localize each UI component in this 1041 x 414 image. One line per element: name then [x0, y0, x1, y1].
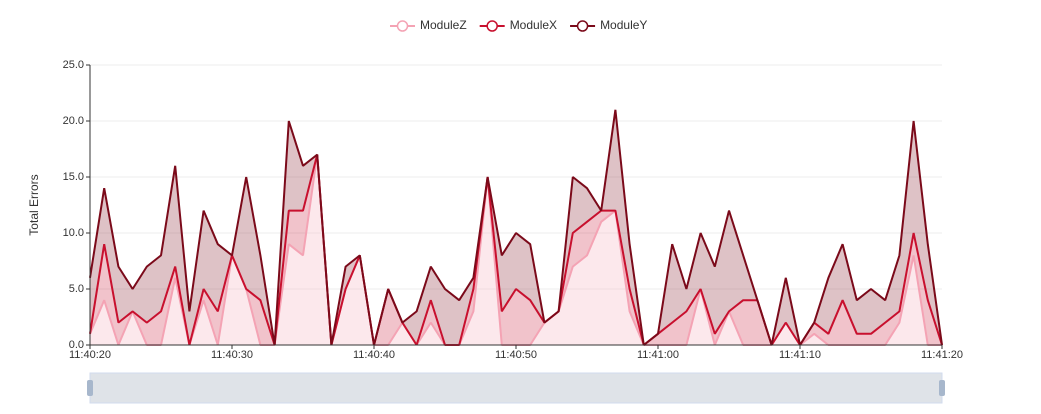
- legend-symbol: [396, 20, 409, 32]
- y-tick-label: 25.0: [63, 59, 84, 71]
- legend-item[interactable]: ModuleY: [570, 18, 647, 32]
- zoom-track[interactable]: [89, 372, 943, 404]
- y-axis-title: Total Errors: [27, 174, 41, 235]
- legend-label: ModuleY: [600, 18, 647, 32]
- x-tick-label: 11:40:40: [353, 349, 395, 361]
- area: [90, 109, 942, 345]
- x-tick-label: 11:40:50: [495, 349, 537, 361]
- legend-item[interactable]: ModuleX: [479, 18, 557, 32]
- x-tick-label: 11:41:00: [637, 349, 679, 361]
- legend-symbol: [576, 20, 589, 32]
- y-tick-label: 5.0: [69, 283, 84, 295]
- zoom-handle[interactable]: [939, 380, 945, 396]
- y-tick-label: 0.0: [69, 339, 84, 351]
- data-zoom[interactable]: [87, 372, 945, 404]
- zoom-handle[interactable]: [87, 380, 93, 396]
- y-tick-label: 15.0: [63, 171, 84, 183]
- legend-item[interactable]: ModuleZ: [390, 18, 467, 32]
- y-tick-label: 10.0: [63, 227, 84, 239]
- x-tick-label: 11:40:20: [69, 349, 111, 361]
- legend-label: ModuleX: [510, 18, 557, 32]
- area: [90, 154, 942, 345]
- x-tick-label: 11:41:20: [921, 349, 963, 361]
- legend-symbol: [486, 20, 498, 32]
- y-tick-label: 20.0: [63, 115, 84, 127]
- x-tick-label: 11:40:30: [211, 349, 253, 361]
- legend: ModuleZ ModuleX ModuleY: [390, 18, 647, 32]
- legend-label: ModuleZ: [420, 18, 467, 32]
- x-tick-label: 11:41:10: [779, 349, 821, 361]
- area: [90, 154, 942, 345]
